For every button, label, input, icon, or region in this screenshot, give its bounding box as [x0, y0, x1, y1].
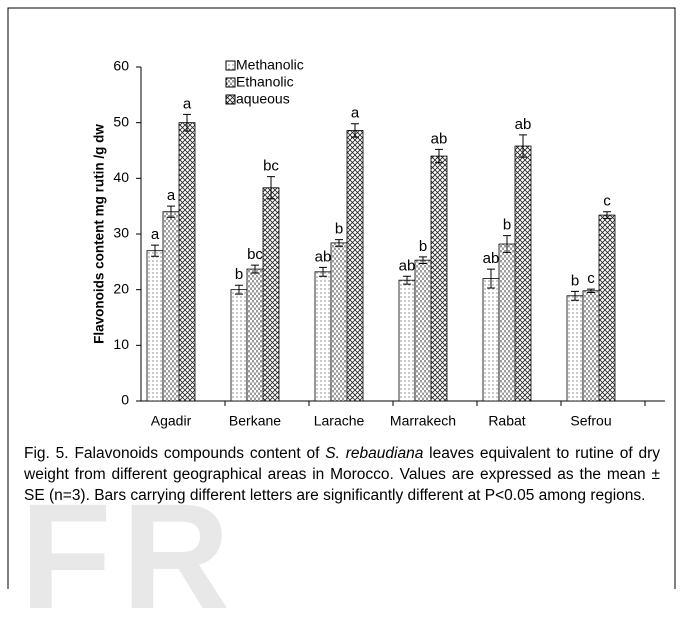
error-bar [519, 134, 527, 158]
bar [314, 271, 332, 402]
bar [598, 214, 616, 402]
bar [178, 122, 196, 402]
significance-letter: a [167, 187, 176, 204]
y-tick-label: 60 [113, 58, 129, 74]
error-bar [403, 275, 411, 285]
x-tick-label: Rabat [488, 413, 525, 429]
chart: Flavonoids content mg rutin /g dw 0 10 20 3… [7, 7, 676, 589]
bar [162, 211, 180, 402]
significance-letter: b [571, 272, 579, 289]
error-bar [587, 288, 595, 293]
legend-swatch [225, 77, 236, 88]
significance-letter: a [351, 105, 360, 122]
error-bar [419, 256, 427, 265]
x-tick-label: Sefrou [570, 413, 611, 429]
significance-letter: a [151, 226, 160, 243]
bar [482, 278, 500, 402]
caption-text: S. rebaudiana [325, 445, 424, 462]
bar [514, 145, 532, 402]
significance-letter: b [335, 221, 343, 238]
y-tick-label: 30 [113, 225, 129, 241]
error-bar [235, 284, 243, 295]
legend-label: aqueous [236, 91, 290, 107]
caption: Fig. 5. Falavonoids compounds content of… [24, 443, 660, 506]
bar [498, 243, 516, 402]
significance-letter: ab [431, 130, 448, 147]
y-tick-label: 0 [121, 392, 129, 408]
bar [414, 259, 432, 402]
page: FR Flavonoids content mg rutin /g dw 0 10… [7, 7, 676, 640]
error-bar [503, 235, 511, 253]
error-bar [435, 148, 443, 164]
bar [346, 130, 364, 402]
error-bar [183, 113, 191, 132]
error-bar [603, 211, 611, 219]
significance-letter: ab [399, 257, 416, 274]
legend-label: Methanolic [236, 57, 304, 73]
legend-label: Ethanolic [236, 74, 294, 90]
significance-letter: bc [247, 246, 263, 263]
legend-swatch [225, 94, 236, 105]
error-bar [151, 244, 159, 257]
x-tick-label: Larache [314, 413, 365, 429]
error-bar [487, 268, 495, 289]
bar [146, 250, 164, 402]
significance-letter: ab [483, 250, 500, 267]
y-tick-label: 10 [113, 336, 129, 352]
error-bar [267, 176, 275, 200]
significance-letter: ab [515, 116, 532, 133]
y-tick-label: 20 [113, 280, 129, 296]
bar [262, 187, 280, 402]
significance-letter: bc [263, 158, 279, 175]
significance-letter: b [503, 217, 511, 234]
significance-letter: a [183, 95, 192, 112]
error-bar [571, 290, 579, 301]
error-bar [251, 264, 259, 274]
x-tick-label: Berkane [229, 413, 281, 429]
y-tick-label: 50 [113, 113, 129, 129]
bar [330, 242, 348, 402]
significance-letter: ab [315, 248, 332, 265]
error-bar [335, 239, 343, 247]
caption-text: leaves equivalent to rutine of dry weigh… [24, 445, 660, 504]
bar [230, 289, 248, 402]
significance-letter: b [235, 266, 243, 283]
y-tick-label: 40 [113, 169, 129, 185]
bar [430, 155, 448, 402]
bar [246, 268, 264, 402]
x-tick-label: Marrakech [390, 413, 456, 429]
significance-letter: c [603, 193, 611, 210]
caption-text: Fig. 5. Falavonoids compounds content of [24, 445, 326, 462]
error-bar [167, 205, 175, 218]
error-bar [319, 266, 327, 277]
significance-letter: b [419, 238, 427, 255]
y-axis-label: Flavonoids content mg rutin /g dw [92, 124, 107, 344]
bar [582, 290, 600, 402]
frame [7, 7, 676, 589]
bar [398, 279, 416, 402]
bar [566, 295, 584, 402]
x-tick-label: Agadir [151, 413, 192, 429]
error-bar [351, 123, 359, 138]
legend-swatch [225, 60, 236, 71]
significance-letter: c [587, 270, 595, 287]
